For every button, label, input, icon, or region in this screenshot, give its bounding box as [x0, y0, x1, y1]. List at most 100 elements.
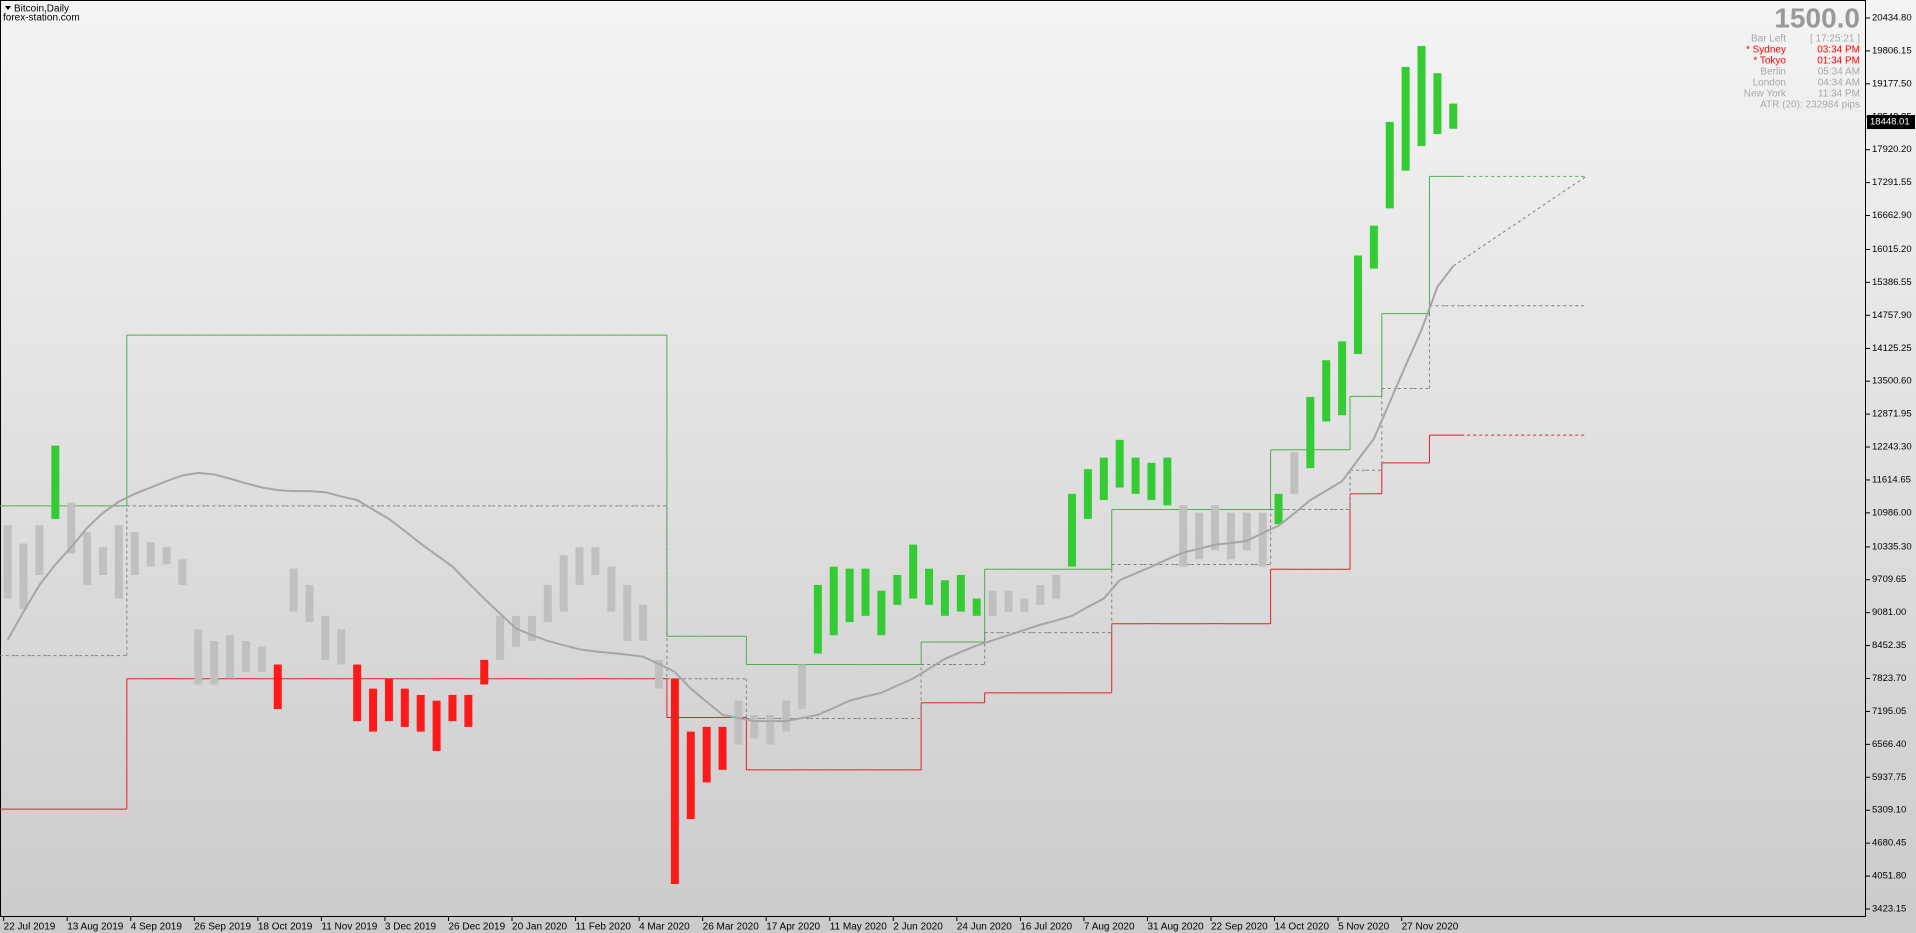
x-tick-label: 27 Nov 2020	[1402, 922, 1459, 933]
menu-triangle[interactable]	[5, 6, 11, 10]
x-tick-label: 5 Nov 2020	[1338, 922, 1390, 933]
price-bar	[1211, 505, 1220, 551]
price-bar	[639, 604, 648, 641]
price-bar	[321, 615, 330, 660]
price-bar	[1115, 439, 1124, 488]
price-bar	[623, 584, 632, 641]
x-tick-label: 17 Apr 2020	[766, 922, 820, 933]
y-tick-label: 19177.50	[1872, 78, 1912, 89]
x-tick-label: 3 Dec 2019	[385, 922, 437, 933]
info-value: 04:34 AM	[1818, 78, 1860, 89]
price-bar	[178, 559, 187, 585]
price-bar	[496, 615, 505, 660]
chart-subtitle: forex-station.com	[3, 13, 80, 24]
info-big: 1500.0	[1774, 2, 1860, 33]
price-bar	[448, 694, 457, 722]
price-bar	[146, 541, 155, 567]
y-tick-label: 16015.20	[1872, 244, 1912, 255]
price-bar	[909, 544, 918, 599]
price-bar	[480, 659, 489, 685]
price-bar	[527, 615, 536, 641]
price-bar	[956, 574, 965, 612]
price-bar	[305, 584, 314, 623]
x-tick-label: 26 Sep 2019	[194, 922, 251, 933]
x-tick-label: 4 Sep 2019	[131, 922, 183, 933]
price-bar	[35, 525, 44, 575]
price-bar	[432, 700, 441, 751]
info-panel: 1500.0 Bar Left [ 17:25:21 ] * Sydney 03:34…	[1744, 2, 1860, 110]
price-bar	[1417, 45, 1426, 147]
x-tick-label: 18 Oct 2019	[258, 922, 313, 933]
x-tick-label: 11 Nov 2019	[321, 922, 377, 933]
x-tick-label: 24 Jun 2020	[957, 922, 1012, 933]
price-bar	[1083, 469, 1092, 519]
price-bar	[1036, 584, 1045, 605]
info-label: London	[1753, 78, 1786, 89]
price-bar	[210, 640, 219, 685]
price-bar	[1369, 225, 1378, 269]
price-bar	[289, 568, 298, 612]
chart-title: Bitcoin,Daily	[14, 4, 69, 15]
price-bar	[400, 688, 409, 727]
price-bar	[67, 502, 76, 554]
price-bar	[1004, 590, 1013, 612]
price-bar	[464, 694, 473, 727]
price-bar	[766, 714, 775, 745]
price-bar	[162, 547, 171, 565]
info-value: 01:34 PM	[1817, 56, 1860, 67]
price-bar	[813, 584, 822, 654]
info-label: * Tokyo	[1753, 56, 1786, 67]
price-bar	[670, 678, 679, 885]
y-tick-label: 5937.75	[1872, 772, 1906, 783]
price-bar	[273, 664, 282, 710]
y-tick-label: 7823.70	[1872, 673, 1906, 684]
info-value: [ 17:25:21 ]	[1810, 34, 1860, 45]
price-bar	[369, 688, 378, 732]
y-tick-label: 19806.15	[1872, 45, 1912, 56]
x-tick-label: 31 Aug 2020	[1147, 922, 1204, 933]
x-tick-label: 13 Aug 2019	[67, 922, 124, 933]
info-atr: ATR (20): 232984 pips	[1760, 100, 1860, 111]
price-bar	[829, 566, 838, 636]
price-bar	[543, 584, 552, 623]
price-bar	[1163, 457, 1172, 506]
y-tick-label: 14125.25	[1872, 343, 1912, 354]
y-tick-label: 12871.95	[1872, 409, 1912, 420]
price-tag	[1867, 115, 1915, 130]
price-bar	[1401, 66, 1410, 171]
y-tick-label: 9709.65	[1872, 574, 1906, 585]
info-label: * Sydney	[1746, 45, 1786, 56]
x-tick-label: 16 Jul 2020	[1020, 922, 1072, 933]
price-bar	[1131, 457, 1140, 494]
price-bar	[1020, 598, 1029, 612]
price-bar	[130, 532, 139, 575]
price-bar	[1226, 512, 1235, 560]
x-tick-label: 26 Mar 2020	[703, 922, 760, 933]
y-tick-label: 17920.20	[1872, 144, 1912, 155]
price-bar	[83, 532, 92, 585]
y-tick-label: 16662.90	[1872, 210, 1912, 221]
price-bar	[1274, 493, 1283, 525]
moving-average	[6, 265, 1455, 723]
x-tick-label: 11 Feb 2020	[576, 922, 632, 933]
x-tick-label: 4 Mar 2020	[639, 922, 690, 933]
price-bar	[575, 547, 584, 585]
price-bar	[1306, 396, 1315, 469]
y-tick-label: 6566.40	[1872, 739, 1906, 750]
y-tick-label: 11614.65	[1872, 474, 1911, 485]
info-label: New York	[1744, 89, 1787, 100]
price-bar	[1433, 73, 1442, 134]
x-tick-label: 22 Jul 2019	[4, 922, 56, 933]
price-bar	[797, 664, 806, 710]
price-bar	[782, 700, 791, 732]
x-tick-label: 26 Dec 2019	[448, 922, 505, 933]
ma-projection	[1453, 175, 1587, 267]
price-bar	[1242, 512, 1251, 551]
price-bar	[718, 726, 727, 770]
price-bar	[925, 568, 934, 605]
price-bar	[1322, 360, 1331, 422]
price-bar	[241, 640, 250, 672]
price-bar	[591, 547, 600, 575]
info-label: Berlin	[1760, 67, 1786, 78]
